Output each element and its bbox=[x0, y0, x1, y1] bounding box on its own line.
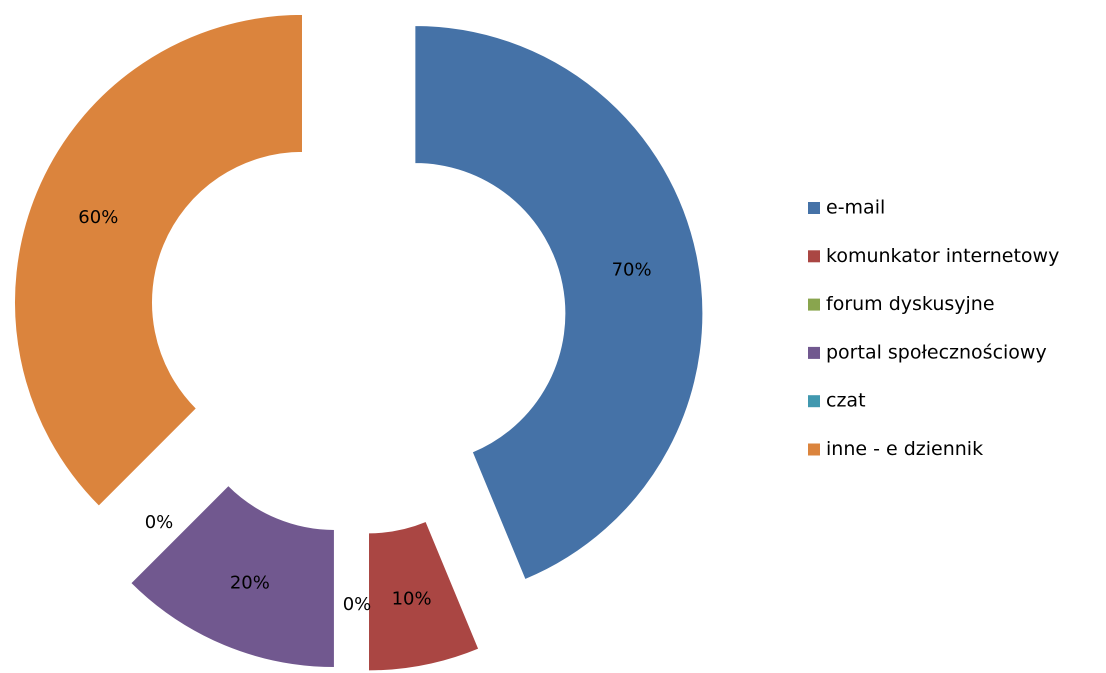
legend-label: e-mail bbox=[826, 197, 885, 219]
legend-label: inne - e dziennik bbox=[826, 438, 983, 460]
legend: e-mail komunkator internetowy forum dyskus… bbox=[808, 197, 1059, 460]
legend-label: komunkator internetowy bbox=[826, 245, 1059, 267]
data-label: 0% bbox=[145, 512, 174, 533]
data-label: 20% bbox=[230, 573, 270, 594]
data-label: 60% bbox=[78, 207, 118, 228]
legend-swatch bbox=[808, 346, 820, 359]
legend-swatch bbox=[808, 202, 820, 214]
doughnut-slice bbox=[130, 484, 335, 669]
legend-swatch bbox=[808, 298, 820, 311]
data-label: 70% bbox=[612, 259, 652, 280]
legend-label: czat bbox=[826, 390, 866, 412]
data-label: 10% bbox=[392, 589, 432, 610]
data-label: 0% bbox=[343, 594, 372, 615]
legend-label: forum dyskusyjne bbox=[826, 293, 995, 315]
doughnut-slice bbox=[414, 24, 704, 581]
legend-swatch bbox=[808, 443, 820, 456]
doughnut-slice bbox=[13, 13, 303, 507]
legend-label: portal społecznościowy bbox=[826, 341, 1047, 363]
legend-swatch bbox=[808, 395, 820, 408]
doughnut-slice bbox=[368, 520, 480, 672]
legend-swatch bbox=[808, 250, 820, 263]
